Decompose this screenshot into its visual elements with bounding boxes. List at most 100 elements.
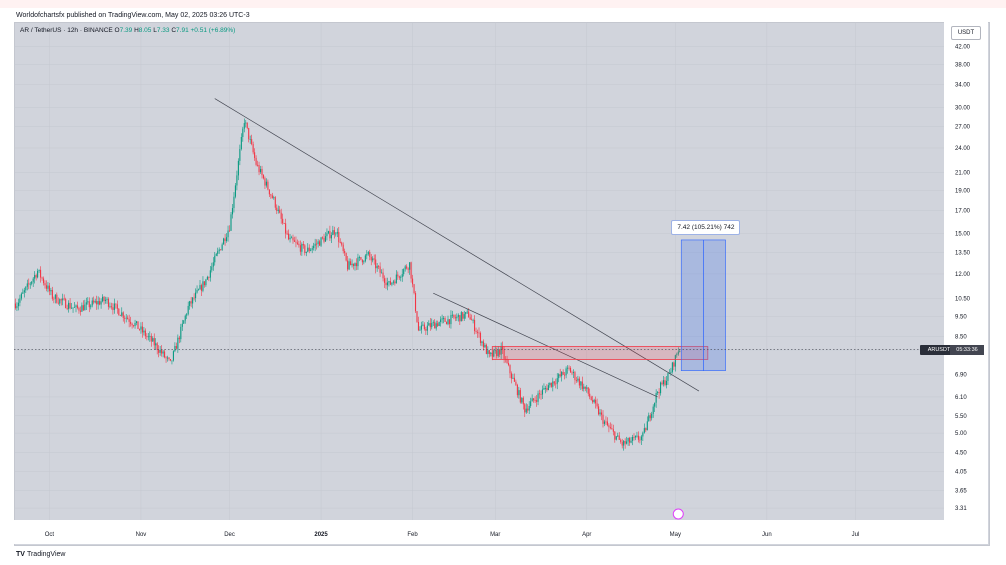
- candle-body: [363, 261, 365, 263]
- candle-body: [125, 317, 127, 319]
- candle-body: [45, 285, 48, 289]
- candle-body: [589, 393, 591, 397]
- candle-body: [230, 214, 232, 231]
- candle-body: [274, 197, 276, 208]
- candle-body: [158, 349, 160, 353]
- candle-body: [290, 237, 293, 239]
- candle-body: [298, 243, 300, 246]
- candle-body: [255, 157, 257, 165]
- time-tick-label: Jun: [762, 532, 772, 538]
- candle-body: [38, 269, 40, 271]
- candle-body: [578, 378, 580, 386]
- candle-body: [397, 274, 399, 277]
- candle-body: [500, 346, 502, 355]
- candle-body: [326, 233, 328, 237]
- candle-body: [574, 372, 576, 381]
- top-banner: [0, 0, 1006, 8]
- candle-body: [609, 427, 611, 429]
- candle-body: [192, 297, 194, 304]
- candle-body: [407, 268, 409, 270]
- candle-body: [375, 259, 377, 269]
- price-tick-label: 4.50: [955, 450, 967, 456]
- candle-body: [103, 296, 105, 301]
- candle-body: [482, 341, 484, 348]
- candle-body: [572, 372, 575, 374]
- chart-frame[interactable]: [14, 22, 990, 546]
- candle-body: [296, 242, 298, 244]
- candle-body: [224, 238, 226, 241]
- candle-body: [265, 181, 267, 186]
- candle-body: [175, 346, 177, 349]
- candle-body: [88, 301, 90, 308]
- candle-body: [373, 258, 375, 260]
- candle-body: [327, 231, 329, 234]
- candle-body: [357, 257, 359, 267]
- candle-body: [434, 322, 436, 329]
- time-tick-label: Apr: [582, 532, 591, 538]
- candle-body: [581, 381, 583, 389]
- candle-body: [637, 435, 639, 440]
- candle-body: [282, 218, 284, 224]
- candle-body: [636, 435, 638, 437]
- candle-body: [534, 400, 536, 401]
- candle-body: [451, 314, 453, 316]
- candle-body: [292, 237, 294, 241]
- candle-body: [590, 396, 592, 401]
- candle-body: [29, 283, 31, 285]
- candle-body: [400, 276, 402, 278]
- candle-body: [481, 341, 483, 343]
- price-tick-label: 38.00: [955, 62, 971, 68]
- price-chart[interactable]: 42.00 38.00 34.00 30.00 27.00 24.00 21.00 19.00…: [14, 22, 988, 544]
- candle-body: [20, 293, 22, 299]
- candle-body: [305, 251, 307, 254]
- candle-body: [342, 244, 344, 252]
- candle-body: [677, 351, 679, 355]
- candle-body: [251, 139, 253, 145]
- candle-body: [472, 319, 474, 321]
- candle-body: [304, 245, 306, 254]
- candle-body: [355, 263, 358, 267]
- candle-body: [499, 349, 501, 355]
- candle-body: [642, 432, 644, 437]
- candle-body: [422, 324, 424, 326]
- candle-body: [643, 428, 645, 433]
- time-tick-label: Jul: [852, 532, 860, 538]
- tradingview-footer: TV TradingView: [16, 551, 65, 558]
- candle-body: [208, 276, 210, 278]
- candle-body: [267, 181, 269, 190]
- currency-button[interactable]: USDT: [951, 26, 981, 40]
- candle-body: [615, 436, 617, 440]
- candle-body: [42, 278, 45, 284]
- candle-body: [156, 343, 158, 350]
- candle-body: [164, 351, 166, 358]
- candle-body: [456, 316, 458, 319]
- candle-body: [409, 262, 411, 270]
- candle-body: [496, 350, 498, 357]
- candle-body: [502, 346, 504, 350]
- candle-body: [569, 367, 572, 373]
- candle-body: [76, 305, 79, 308]
- candle-body: [166, 357, 169, 359]
- candle-body: [202, 281, 204, 291]
- candle-body: [512, 377, 514, 379]
- candle-body: [262, 175, 265, 179]
- candle-body: [53, 298, 55, 300]
- candle-body: [592, 400, 594, 403]
- candle-body: [261, 168, 263, 176]
- candle-body: [429, 323, 431, 328]
- candle-body: [259, 168, 262, 173]
- candle-body: [338, 231, 340, 243]
- candle-body: [104, 299, 107, 301]
- event-marker-icon[interactable]: [672, 508, 684, 520]
- candle-body: [391, 282, 393, 285]
- candle-body: [389, 281, 391, 285]
- candle-body: [41, 277, 43, 279]
- candle-body: [223, 238, 225, 245]
- candle-body: [655, 393, 657, 403]
- chart-grid: [14, 22, 944, 520]
- candle-body: [348, 261, 350, 270]
- candle-body: [395, 274, 397, 284]
- candle-body: [159, 349, 161, 353]
- candle-body: [155, 343, 157, 346]
- candle-body: [149, 335, 151, 337]
